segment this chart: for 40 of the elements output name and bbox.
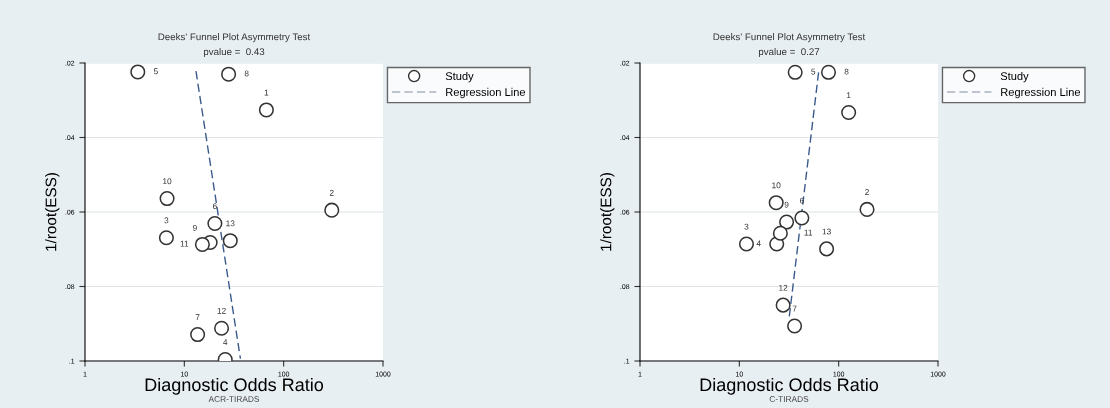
chart-subtitle: pvalue = 0.43 bbox=[203, 47, 265, 58]
annotation: 12 bbox=[779, 284, 788, 291]
annotation: 3 bbox=[744, 223, 749, 230]
annotation: 8 bbox=[844, 68, 849, 75]
annotation: 2 bbox=[865, 189, 869, 195]
annotation: 7 bbox=[195, 314, 200, 321]
annotation: 1 bbox=[846, 92, 851, 99]
chart-subtitle: pvalue = 0.27 bbox=[758, 47, 820, 58]
annotation: 5 bbox=[811, 68, 816, 75]
annotation: 3 bbox=[164, 217, 169, 224]
annotation: 11 bbox=[180, 240, 189, 247]
annotation: 9 bbox=[192, 224, 197, 231]
y-axis-title: 1/root(ESS) bbox=[600, 173, 615, 251]
annotation: 5 bbox=[153, 68, 158, 75]
annotation: 4 bbox=[756, 240, 761, 247]
annotation: 8 bbox=[244, 70, 249, 77]
annotation: 10 bbox=[163, 178, 172, 185]
annotation: 6 bbox=[212, 203, 217, 210]
annotation: 12 bbox=[217, 307, 226, 314]
legend-label: Study bbox=[445, 71, 474, 83]
annotation: 11 bbox=[804, 229, 813, 236]
annotation: 7 bbox=[792, 305, 797, 312]
annotation: 9 bbox=[784, 201, 789, 208]
chart-title: Deeks' Funnel Plot Asymmetry Test bbox=[713, 33, 866, 43]
annotation: 1 bbox=[264, 89, 269, 96]
annotation: 6 bbox=[799, 197, 804, 204]
y-axis-title: 1/root(ESS) bbox=[45, 173, 60, 251]
legend-label: Study bbox=[1000, 71, 1029, 83]
text: C-TIRADS bbox=[769, 396, 809, 402]
annotation: 4 bbox=[223, 339, 228, 345]
text: Regression Line bbox=[446, 87, 526, 99]
annotation: 13 bbox=[822, 228, 831, 235]
annotation: 10 bbox=[772, 182, 781, 189]
text: ACR-TIRADS bbox=[208, 396, 260, 402]
chart-title: Deeks' Funnel Plot Asymmetry Test bbox=[158, 33, 311, 43]
annotation: 13 bbox=[226, 220, 235, 227]
x-axis-title: Diagnostic Odds Ratio bbox=[145, 377, 324, 395]
x-axis-title: Diagnostic Odds Ratio bbox=[700, 377, 879, 395]
annotation: 2 bbox=[329, 189, 334, 196]
text: Regression Line bbox=[1001, 87, 1081, 99]
